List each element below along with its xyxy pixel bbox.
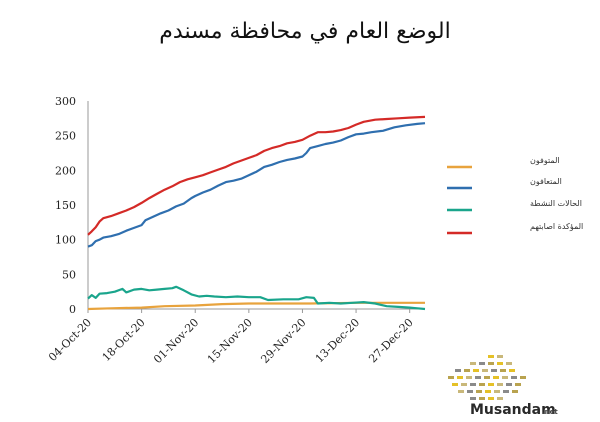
series-line-2 [87,285,426,311]
watermark-dash [506,362,512,365]
watermark-dash [476,390,482,393]
series-layer [87,115,426,311]
x-tick-label: 01-Nov-20 [151,316,201,366]
chart-title: الوضع العام في محافظة مسندم [159,19,450,44]
watermark-dash [506,383,512,386]
watermark-dash [458,390,464,393]
legend-label-3: المؤكدة اصابتهم [530,222,583,231]
series-line-3 [87,115,426,236]
legend-label-1: المتعافون [530,177,562,186]
watermark-dash [488,383,494,386]
watermark-dash [448,376,454,379]
y-tick-label: 200 [55,164,76,177]
watermark-dash [455,369,461,372]
legend-label-0: المتوفون [530,156,560,165]
watermark-dash [485,390,491,393]
x-tick-label: 18-Oct-20 [100,316,148,364]
watermark-dash [475,376,481,379]
watermark-dash [515,383,521,386]
y-tick-label: 250 [55,130,76,143]
watermark-dash [452,383,458,386]
y-tick-label: 100 [55,234,76,247]
x-tick-label: 04-Oct-20 [46,316,94,364]
watermark-dash [479,362,485,365]
watermark-dash [511,376,517,379]
watermark-dash [466,376,472,379]
watermark-dash [470,383,476,386]
watermark-dash [497,355,503,358]
watermark-dash [497,383,503,386]
axes: 0 50 100 150 200 250 300 04-Oct-20 18-Oct-20 01-N… [46,95,425,366]
watermark-dash [502,376,508,379]
y-tick-label: 150 [55,199,76,212]
watermark-dash [503,390,509,393]
watermark-dash [479,397,485,400]
x-tick-label: 15-Nov-20 [205,316,255,366]
watermark-dash [488,397,494,400]
watermark-dash [493,376,499,379]
legend-label-2: الحالات النشطة [530,199,582,208]
watermark-dash [470,397,476,400]
legend: المتوفون المتعافون الحالات النشطة المؤكدة ا… [447,156,583,235]
watermark-dash [457,376,463,379]
watermark-dash [470,362,476,365]
watermark-dash [461,383,467,386]
watermark-dash [509,369,515,372]
watermark-dash [491,369,497,372]
watermark-dash [484,376,490,379]
watermark-dash [497,397,503,400]
watermark-dash [473,369,479,372]
watermark-dash [520,376,526,379]
watermark-text: Musandam [470,402,556,418]
watermark-dash [500,369,506,372]
watermark-dash [488,362,494,365]
watermark-dash [497,362,503,365]
y-tick-label: 0 [69,303,76,316]
watermark-dash [464,369,470,372]
watermark-dash [482,369,488,372]
watermark-suffix: .net [542,408,558,416]
y-tick-label: 50 [62,268,76,281]
watermark-dash [488,355,494,358]
watermark-dash [494,390,500,393]
x-tick-label: 13-Dec-20 [313,316,362,365]
watermark-dash [479,383,485,386]
x-tick-label: 29-Nov-20 [258,316,308,366]
watermark-dash [512,390,518,393]
x-tick-label: 27-Dec-20 [366,316,415,365]
watermark-logo: Musandam.net [448,355,558,418]
watermark-dash [467,390,473,393]
y-tick-label: 300 [55,95,76,108]
series-line-1 [87,122,426,248]
